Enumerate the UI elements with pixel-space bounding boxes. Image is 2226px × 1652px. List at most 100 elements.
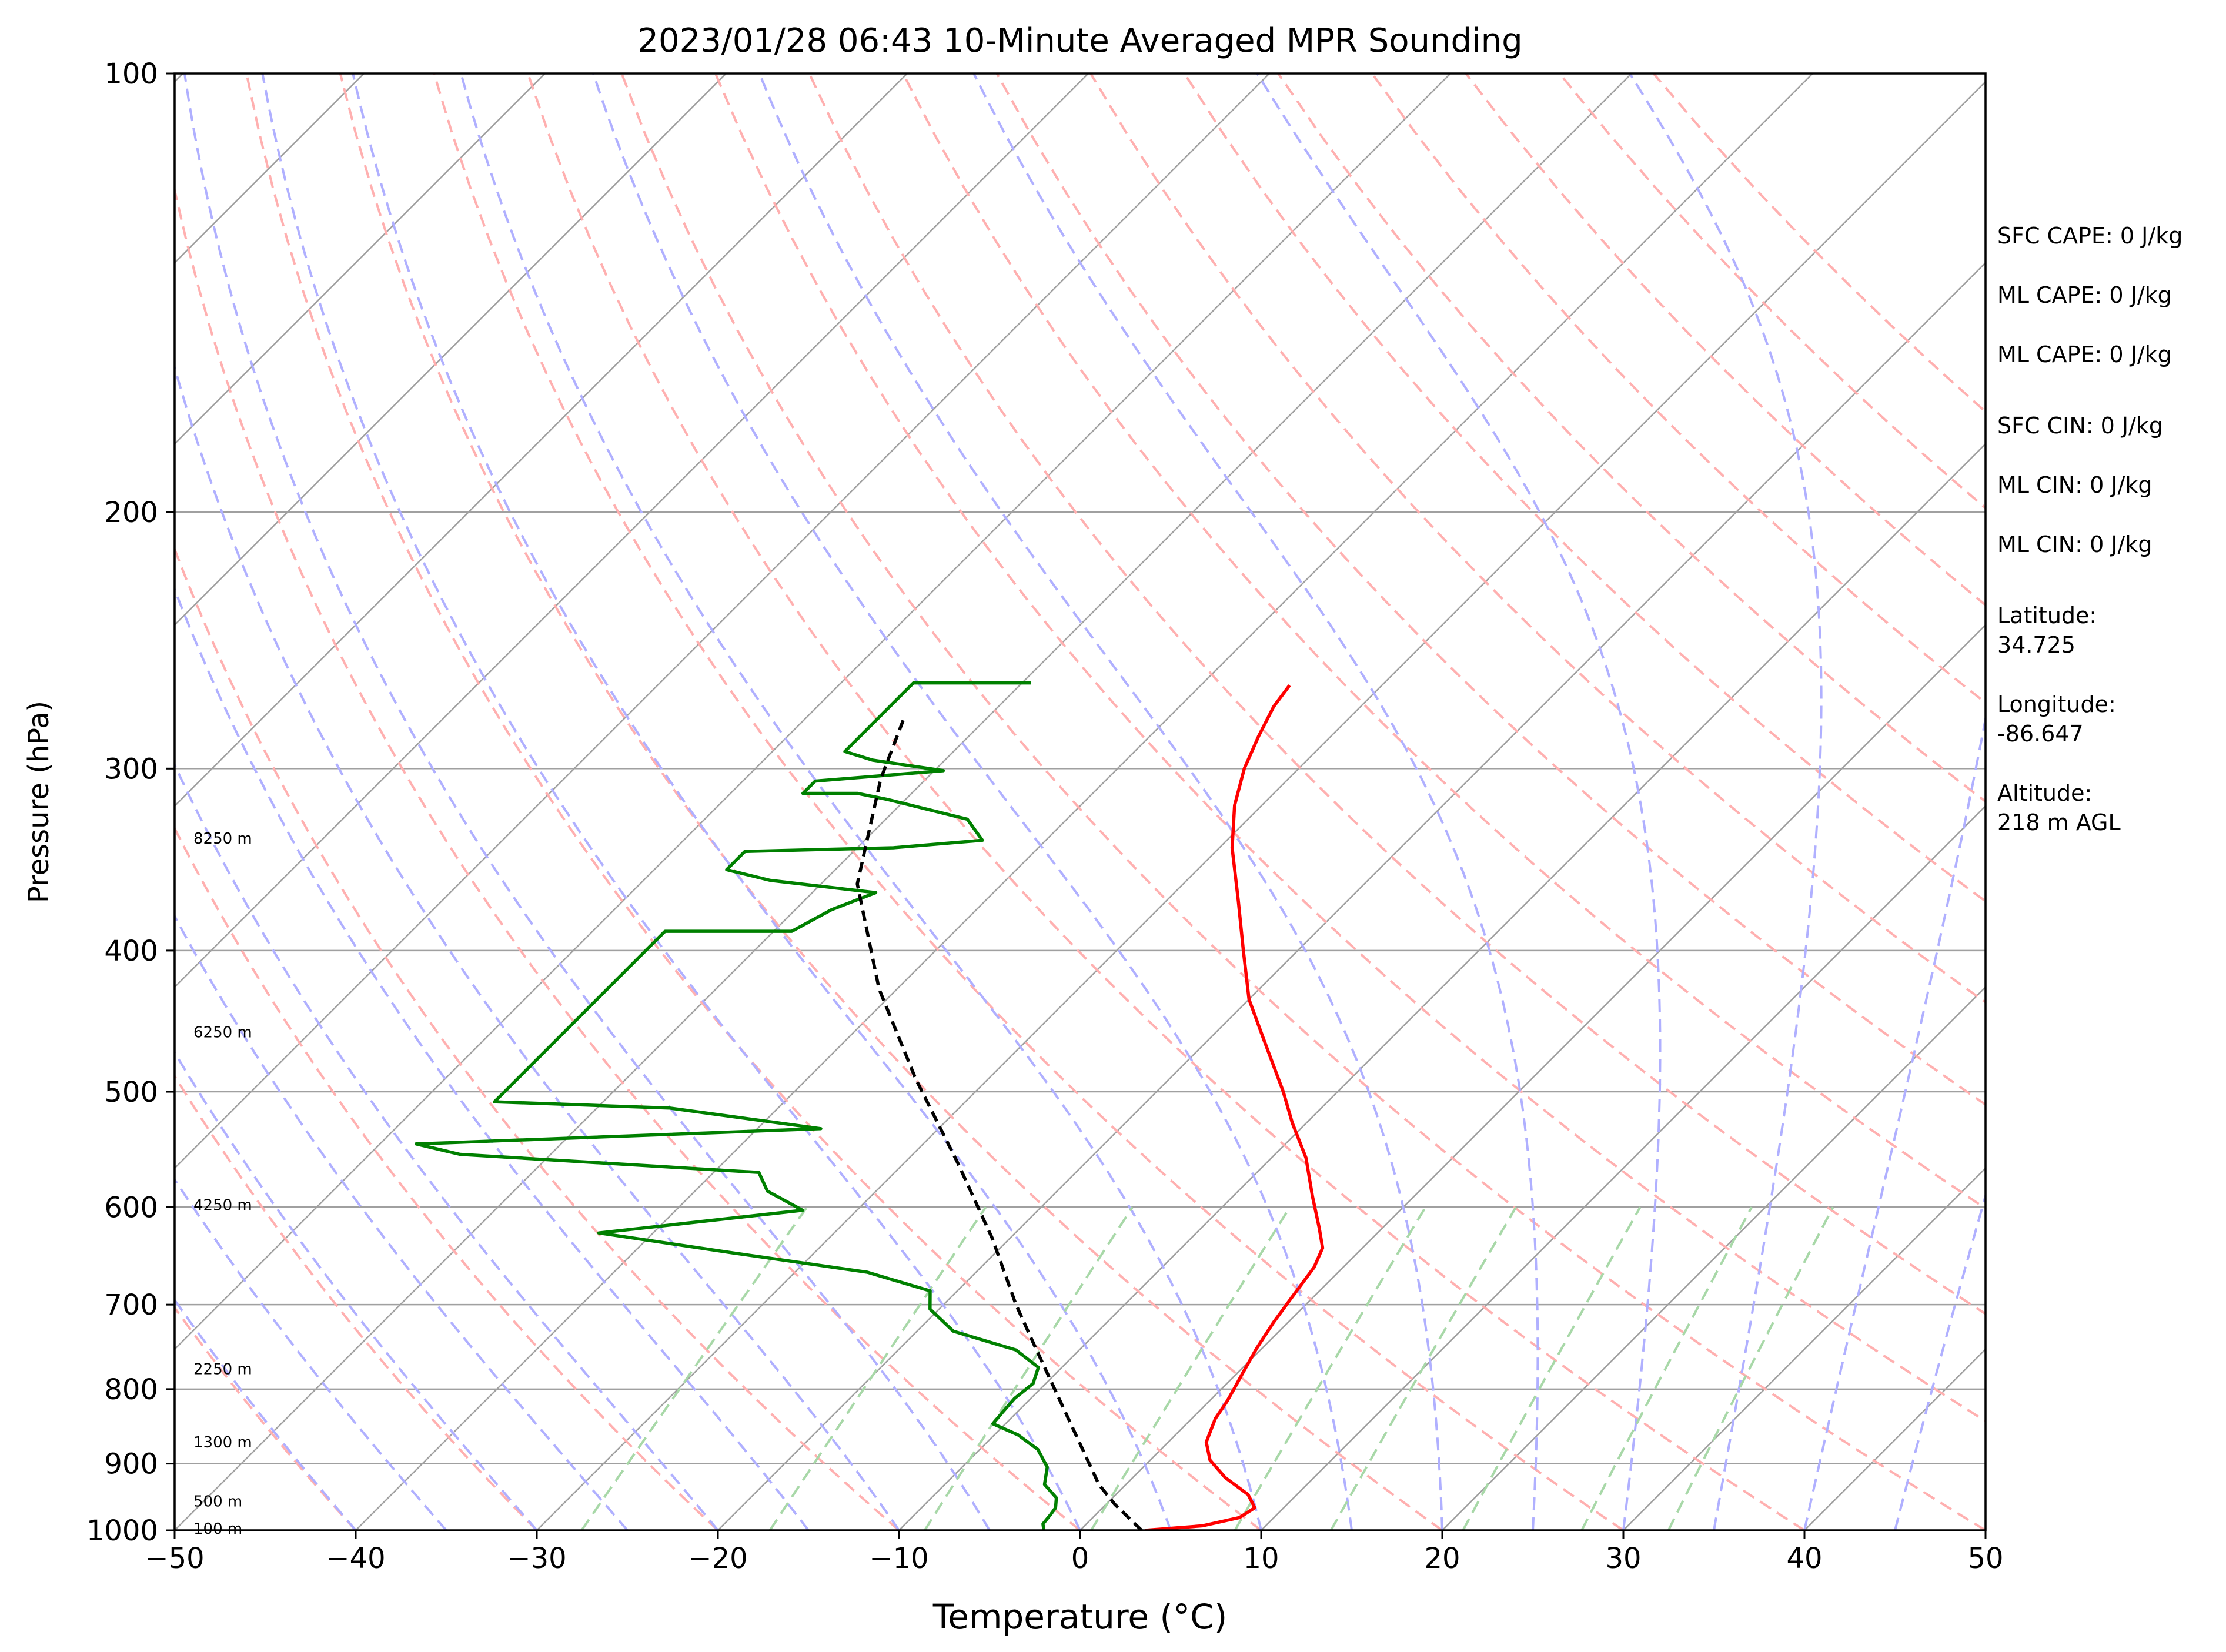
height-label: 500 m: [193, 1493, 242, 1510]
moist-adiabat: [460, 73, 1262, 1530]
sfc-cin-text: SFC CIN: 0 J/kg: [1997, 413, 2163, 439]
ml-cin-text: ML CIN: 0 J/kg: [1997, 472, 2152, 498]
dry-adiabat: [526, 73, 1806, 1530]
x-tick-label: 50: [1967, 1542, 2003, 1575]
x-tick-label: −10: [869, 1542, 928, 1575]
moist-adiabat: [1256, 73, 1662, 1530]
isotherm-line: [175, 73, 1089, 988]
isotherm-line: [1442, 986, 1986, 1530]
dry-adiabat: [902, 73, 1986, 1210]
ml-cape-text: ML CAPE: 0 J/kg: [1997, 282, 2172, 308]
y-tick-label: 1000: [86, 1514, 158, 1547]
isotherm-line: [536, 81, 1986, 1530]
longitude-label: Longitude:: [1997, 691, 2116, 717]
longitude-value: -86.647: [1997, 721, 2084, 747]
isotherm-line: [175, 73, 1451, 1350]
isotherm-line: [717, 262, 1986, 1530]
x-tick-label: 10: [1243, 1542, 1279, 1575]
height-label: 1300 m: [193, 1434, 252, 1452]
x-tick-label: 30: [1605, 1542, 1641, 1575]
y-tick-label: 500: [104, 1076, 158, 1109]
y-tick-label: 200: [104, 496, 158, 529]
y-axis-ticks: 1000 900 800 700 600 500 400 300 200 100: [86, 58, 175, 1547]
dry-adiabat: [175, 1074, 538, 1530]
y-tick-label: 600: [104, 1191, 158, 1224]
moist-adiabat: [1629, 73, 1823, 1530]
height-label: 2250 m: [193, 1361, 252, 1379]
dry-adiabat: [1277, 73, 1986, 803]
mixing-ratio-line: [1329, 1206, 1518, 1530]
altitude-value: 218 m AGL: [1997, 810, 2121, 835]
mixing-ratio-line: [1090, 1206, 1291, 1530]
y-tick-label: 700: [104, 1289, 158, 1322]
x-tick-label: 0: [1071, 1542, 1089, 1575]
dry-adiabat: [245, 73, 1262, 1530]
isotherm-line: [1079, 624, 1986, 1530]
y-tick-label: 100: [104, 58, 158, 91]
plot-area: 100 m 500 m 1300 m 2250 m 4250 m 6250 m 8250 m: [173, 72, 1987, 1538]
isotherm-line: [175, 73, 908, 807]
dry-adiabat: [1089, 73, 1986, 1004]
height-labels: 100 m 500 m 1300 m 2250 m 4250 m 6250 m 8250 m: [193, 830, 252, 1538]
latitude-label: Latitude:: [1997, 603, 2097, 628]
mixing-ratio-line: [580, 1206, 808, 1530]
moist-adiabat: [175, 363, 900, 1530]
mixing-ratio-line: [1462, 1206, 1642, 1530]
moist-adiabat: [175, 586, 810, 1530]
isotherm-line: [175, 73, 1270, 1169]
dry-adiabat: [339, 73, 1443, 1530]
isotherm-line: [175, 73, 546, 445]
dry-adiabat: [1183, 73, 1986, 903]
mixing-ratio-line: [768, 1206, 987, 1530]
dry-adiabat: [175, 185, 1081, 1530]
isotherm-line: [1261, 805, 1986, 1530]
isotherm-line: [898, 443, 1986, 1530]
isotherm-line: [175, 73, 727, 626]
chart-title: 2023/01/28 06:43 10-Minute Averaged MPR …: [637, 22, 1522, 60]
x-tick-label: −40: [326, 1542, 385, 1575]
isotherm-line: [1623, 1167, 1986, 1530]
x-tick-label: −30: [507, 1542, 566, 1575]
sfc-cape-text: SFC CAPE: 0 J/kg: [1997, 223, 2182, 249]
isotherm-line: [355, 73, 1813, 1530]
x-axis-label: Temperature (°C): [932, 1597, 1228, 1637]
dry-adiabat: [1371, 73, 1986, 705]
moist-adiabat: [1803, 712, 1986, 1530]
x-tick-label: 40: [1786, 1542, 1822, 1575]
moist-adiabat: [175, 762, 719, 1530]
dry-adiabat: [175, 546, 900, 1530]
moist-adiabat: [1894, 1191, 1986, 1530]
mixing-ratio-line: [924, 1206, 1134, 1530]
data-series: [415, 681, 1325, 1530]
y-tick-label: 400: [104, 935, 158, 968]
height-label: 6250 m: [193, 1024, 252, 1042]
moist-adiabat: [592, 73, 1353, 1530]
parcel-line: [855, 720, 1143, 1530]
mixing-ratio-line: [1580, 1206, 1753, 1530]
x-tick-label: −50: [145, 1542, 204, 1575]
mixing-ratio-line: [1234, 1206, 1427, 1530]
x-axis-ticks: −50 −40 −30 −20 −10 0 10 20 30 40 50: [145, 1530, 2004, 1575]
altitude-label: Altitude:: [1997, 780, 2092, 806]
dry-adiabat: [714, 73, 1986, 1423]
latitude-value: 34.725: [1997, 632, 2075, 658]
x-tick-label: 20: [1424, 1542, 1460, 1575]
ml-cape-text-2: ML CAPE: 0 J/kg: [1997, 342, 2172, 367]
side-annotations: SFC CAPE: 0 J/kg ML CAPE: 0 J/kg ML CAPE…: [1997, 223, 2182, 835]
temperature-line: [1145, 684, 1325, 1530]
moist-adiabat: [183, 73, 991, 1530]
dry-adiabat: [175, 825, 719, 1530]
mixing-ratio-line: [1667, 1206, 1834, 1530]
height-label: 8250 m: [193, 830, 252, 848]
moist-adiabat: [175, 914, 629, 1530]
dry-adiabat: [620, 73, 1986, 1530]
moist-adiabat: [972, 73, 1539, 1530]
moist-adiabat: [758, 73, 1443, 1530]
y-axis-label: Pressure (hPa): [22, 701, 55, 903]
x-tick-label: −20: [688, 1542, 747, 1575]
y-tick-label: 300: [104, 753, 158, 785]
moist-adiabat: [175, 1050, 538, 1530]
moist-adiabat: [261, 73, 1081, 1530]
